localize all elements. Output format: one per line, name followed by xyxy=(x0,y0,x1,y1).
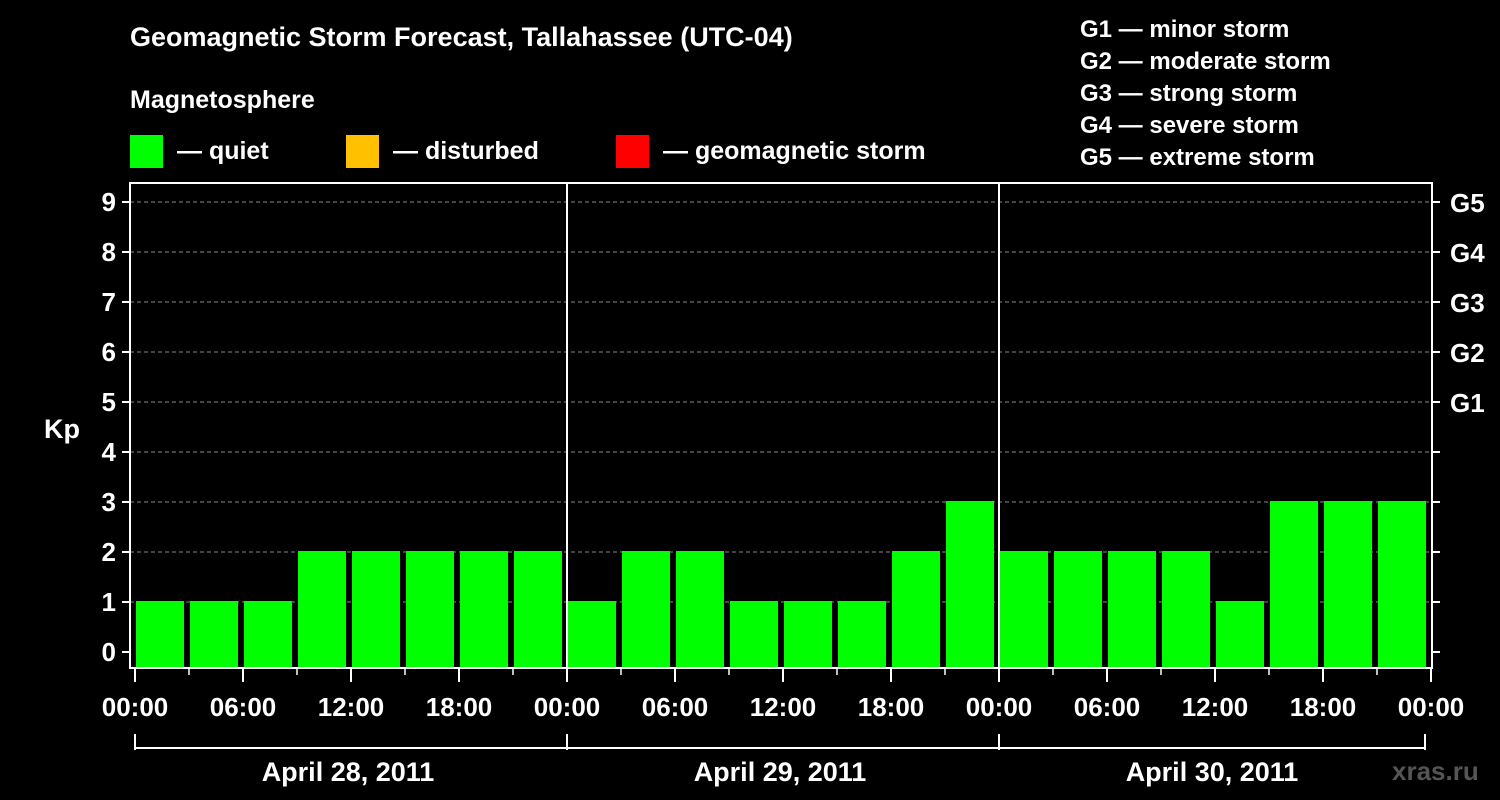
storm-scale-g5: G5 — extreme storm xyxy=(1080,144,1315,171)
chart-subtitle: Magnetosphere xyxy=(130,86,315,114)
day-label: April 29, 2011 xyxy=(694,757,867,787)
kp-bar xyxy=(784,601,832,668)
legend-item-quiet: — quiet xyxy=(130,134,269,168)
x-tick-label: 06:00 xyxy=(1074,692,1141,722)
y-tick-label: 8 xyxy=(102,237,116,267)
kp-bar xyxy=(460,551,508,668)
x-tick-label: 00:00 xyxy=(534,692,601,722)
y-tick-label: 4 xyxy=(102,437,117,467)
kp-bar xyxy=(136,601,184,668)
kp-bar xyxy=(1378,501,1426,668)
y-tick-label: 2 xyxy=(102,537,116,567)
kp-bar xyxy=(676,551,724,668)
kp-bar xyxy=(1054,551,1102,668)
x-tick-label: 06:00 xyxy=(210,692,277,722)
x-tick-label: 18:00 xyxy=(426,692,493,722)
y-tick-label: 5 xyxy=(102,387,116,417)
x-tick-label: 00:00 xyxy=(102,692,169,722)
g-scale-label: G1 xyxy=(1450,388,1485,418)
kp-bar xyxy=(1324,501,1372,668)
x-tick-label: 12:00 xyxy=(1182,692,1249,722)
legend-item-disturbed: — disturbed xyxy=(346,134,539,168)
kp-bar xyxy=(1000,551,1048,668)
legend-swatch-disturbed xyxy=(346,134,379,168)
kp-bar xyxy=(1108,551,1156,668)
y-tick-label: 3 xyxy=(102,487,116,517)
x-tick-label: 12:00 xyxy=(318,692,385,722)
kp-bar xyxy=(190,601,238,668)
x-tick-label: 12:00 xyxy=(750,692,817,722)
storm-scale-legend: G1 — minor storm G2 — moderate storm G3 … xyxy=(1080,14,1331,174)
x-tick-label: 00:00 xyxy=(1398,692,1465,722)
kp-bar xyxy=(622,551,670,668)
y-tick-label: 0 xyxy=(102,637,116,667)
legend-item-storm: — geomagnetic storm xyxy=(616,134,926,168)
kp-bar xyxy=(838,601,886,668)
day-label: April 30, 2011 xyxy=(1126,757,1299,787)
y-tick-label: 6 xyxy=(102,337,116,367)
x-tick-label: 18:00 xyxy=(1290,692,1357,722)
kp-bar xyxy=(1270,501,1318,668)
storm-scale-g2: G2 — moderate storm xyxy=(1080,48,1331,75)
x-tick-label: 18:00 xyxy=(858,692,925,722)
g-scale-label: G4 xyxy=(1450,238,1485,268)
kp-bar xyxy=(1162,551,1210,668)
legend-swatch-storm xyxy=(616,134,649,168)
watermark: xras.ru xyxy=(1392,756,1479,786)
legend-label-disturbed: — disturbed xyxy=(393,136,539,165)
kp-bar xyxy=(892,551,940,668)
storm-scale-g4: G4 — severe storm xyxy=(1080,112,1299,139)
kp-bar xyxy=(352,551,400,668)
kp-bar xyxy=(568,601,616,668)
x-tick-label: 06:00 xyxy=(642,692,709,722)
kp-bar xyxy=(1216,601,1264,668)
y-tick-label: 7 xyxy=(102,287,116,317)
storm-scale-g1: G1 — minor storm xyxy=(1080,16,1290,43)
kp-bar xyxy=(514,551,562,668)
y-axis-label: Kp xyxy=(44,414,80,444)
kp-bar xyxy=(946,501,994,668)
kp-bar xyxy=(244,601,292,668)
kp-bar xyxy=(406,551,454,668)
y-tick-label: 1 xyxy=(102,587,116,617)
y-tick-label: 9 xyxy=(102,187,116,217)
legend-label-quiet: — quiet xyxy=(177,136,269,165)
chart-title: Geomagnetic Storm Forecast, Tallahassee … xyxy=(130,22,793,52)
g-scale-label: G2 xyxy=(1450,338,1485,368)
plot-frame xyxy=(129,182,1433,669)
g-scale-label: G5 xyxy=(1450,188,1485,218)
x-tick-label: 00:00 xyxy=(966,692,1033,722)
day-label: April 28, 2011 xyxy=(262,757,435,787)
legend-swatch-quiet xyxy=(130,134,163,168)
legend-label-storm: — geomagnetic storm xyxy=(663,136,926,165)
kp-bar xyxy=(730,601,778,668)
g-scale-label: G3 xyxy=(1450,288,1485,318)
kp-bar xyxy=(298,551,346,668)
storm-scale-g3: G3 — strong storm xyxy=(1080,80,1298,107)
